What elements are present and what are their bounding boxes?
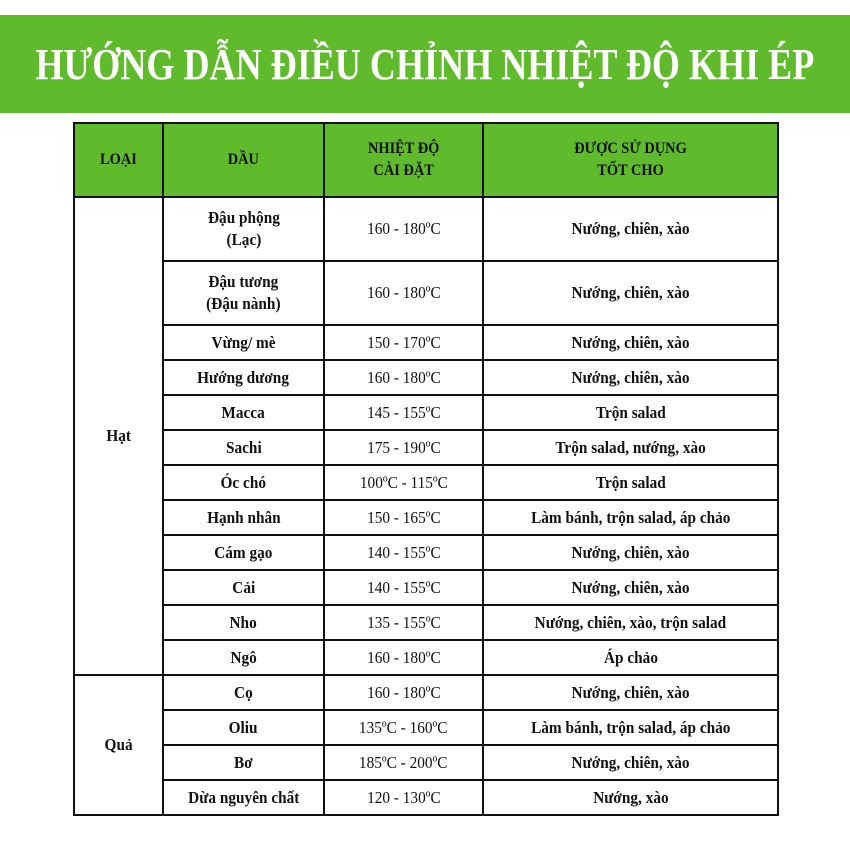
usage-cell: Nướng, chiên, xào [482, 534, 779, 571]
table-row: Quả Cọ 160 - 180ºC Nướng, chiên, xào [73, 674, 779, 816]
oil-cell: Cải [162, 569, 325, 606]
usage-cell: Trộn salad [482, 394, 779, 431]
temperature-cell: 140 - 155ºC [323, 569, 484, 606]
header-temperature: NHIỆT ĐỘ CÀI ĐẶT [323, 122, 484, 198]
table-row: Vừng/ mè 150 - 170ºC Nướng, chiên, xào [74, 324, 779, 361]
table-row: Nho 135 - 155ºC Nướng, chiên, xào, trộn sa… [74, 604, 779, 641]
oil-cell: Bơ [162, 744, 325, 781]
table-row: Đậu tương (Đậu nành) 160 - 180ºC Nướng, ch… [74, 260, 779, 326]
table-row: Hạt Đậu phộng (Lạc) 160 - 180ºC Nướng, chiê… [73, 196, 779, 676]
temperature-cell: 160 - 180ºC [323, 260, 484, 326]
oil-cell: Macca [162, 394, 325, 431]
table-row: Dừa nguyên chất 120 - 130ºC Nướng, xào [74, 779, 779, 816]
temperature-cell: 145 - 155ºC [323, 394, 484, 431]
oil-cell: Oliu [162, 709, 325, 746]
oil-cell: Hướng dương [162, 359, 325, 396]
temperature-cell: 120 - 130ºC [323, 779, 484, 816]
usage-cell: Nướng, chiên, xào [482, 260, 779, 326]
oil-cell: Óc chó [162, 464, 325, 501]
oil-cell: Nho [162, 604, 325, 641]
header-oil: DẦU [162, 122, 325, 198]
temperature-cell: 175 - 190ºC [323, 429, 484, 466]
temperature-cell: 160 - 180ºC [323, 639, 484, 676]
usage-cell: Áp chảo [482, 639, 779, 676]
usage-cell: Nướng, chiên, xào [482, 569, 779, 606]
category-cell: Quả [73, 674, 164, 816]
oil-cell: Cọ [162, 674, 325, 711]
temperature-table: LOẠI DẦU NHIỆT ĐỘ CÀI ĐẶT ĐƯỢC SỬ DỤNG T… [73, 122, 779, 816]
oil-cell: Đậu tương (Đậu nành) [162, 260, 325, 326]
temperature-cell: 100ºC - 115ºC [323, 464, 484, 501]
table-row: Oliu 135ºC - 160ºC Làm bánh, trộn salad, á… [74, 709, 779, 746]
usage-cell: Nướng, chiên, xào [482, 196, 779, 262]
temperature-cell: 160 - 180ºC [323, 674, 484, 711]
usage-cell: Nướng, chiên, xào [482, 744, 779, 781]
table-row: Sachi 175 - 190ºC Trộn salad, nướng, xào [74, 429, 779, 466]
table-header-row: LOẠI DẦU NHIỆT ĐỘ CÀI ĐẶT ĐƯỢC SỬ DỤNG T… [73, 122, 779, 198]
usage-cell: Trộn salad, nướng, xào [482, 429, 779, 466]
table-row: Bơ 185ºC - 200ºC Nướng, chiên, xào [74, 744, 779, 781]
category-cell: Hạt [73, 196, 164, 676]
usage-cell: Nướng, chiên, xào [482, 359, 779, 396]
usage-cell: Làm bánh, trộn salad, áp chảo [482, 709, 779, 746]
temperature-cell: 135 - 155ºC [323, 604, 484, 641]
temperature-cell: 160 - 180ºC [323, 359, 484, 396]
table-row: Óc chó 100ºC - 115ºC Trộn salad [74, 464, 779, 501]
temperature-cell: 150 - 165ºC [323, 499, 484, 536]
oil-cell: Ngô [162, 639, 325, 676]
title-banner: HƯỚNG DẪN ĐIỀU CHỈNH NHIỆT ĐỘ KHI ÉP [0, 15, 850, 113]
usage-cell: Nướng, chiên, xào [482, 674, 779, 711]
table-row: Ngô 160 - 180ºC Áp chảo [74, 639, 779, 676]
usage-cell: Làm bánh, trộn salad, áp chảo [482, 499, 779, 536]
oil-cell: Sachi [162, 429, 325, 466]
usage-cell: Nướng, xào [482, 779, 779, 816]
oil-cell: Hạnh nhân [162, 499, 325, 536]
temperature-cell: 140 - 155ºC [323, 534, 484, 571]
page-title: HƯỚNG DẪN ĐIỀU CHỈNH NHIỆT ĐỘ KHI ÉP [35, 39, 815, 89]
temperature-cell: 185ºC - 200ºC [323, 744, 484, 781]
oil-cell: Vừng/ mè [162, 324, 325, 361]
table-row: Hạnh nhân 150 - 165ºC Làm bánh, trộn salad… [74, 499, 779, 536]
temperature-cell: 150 - 170ºC [323, 324, 484, 361]
temperature-cell: 135ºC - 160ºC [323, 709, 484, 746]
oil-cell: Cám gạo [162, 534, 325, 571]
usage-cell: Nướng, chiên, xào [482, 324, 779, 361]
temperature-cell: 160 - 180ºC [323, 196, 484, 262]
header-usage: ĐƯỢC SỬ DỤNG TỐT CHO [482, 122, 779, 198]
table-row: Cải 140 - 155ºC Nướng, chiên, xào [74, 569, 779, 606]
usage-cell: Nướng, chiên, xào, trộn salad [482, 604, 779, 641]
table-row: Cám gạo 140 - 155ºC Nướng, chiên, xào [74, 534, 779, 571]
header-category: LOẠI [73, 122, 164, 198]
table-row: Hướng dương 160 - 180ºC Nướng, chiên, xào [74, 359, 779, 396]
oil-cell: Dừa nguyên chất [162, 779, 325, 816]
table-row: Macca 145 - 155ºC Trộn salad [74, 394, 779, 431]
oil-cell: Đậu phộng (Lạc) [162, 196, 325, 262]
usage-cell: Trộn salad [482, 464, 779, 501]
